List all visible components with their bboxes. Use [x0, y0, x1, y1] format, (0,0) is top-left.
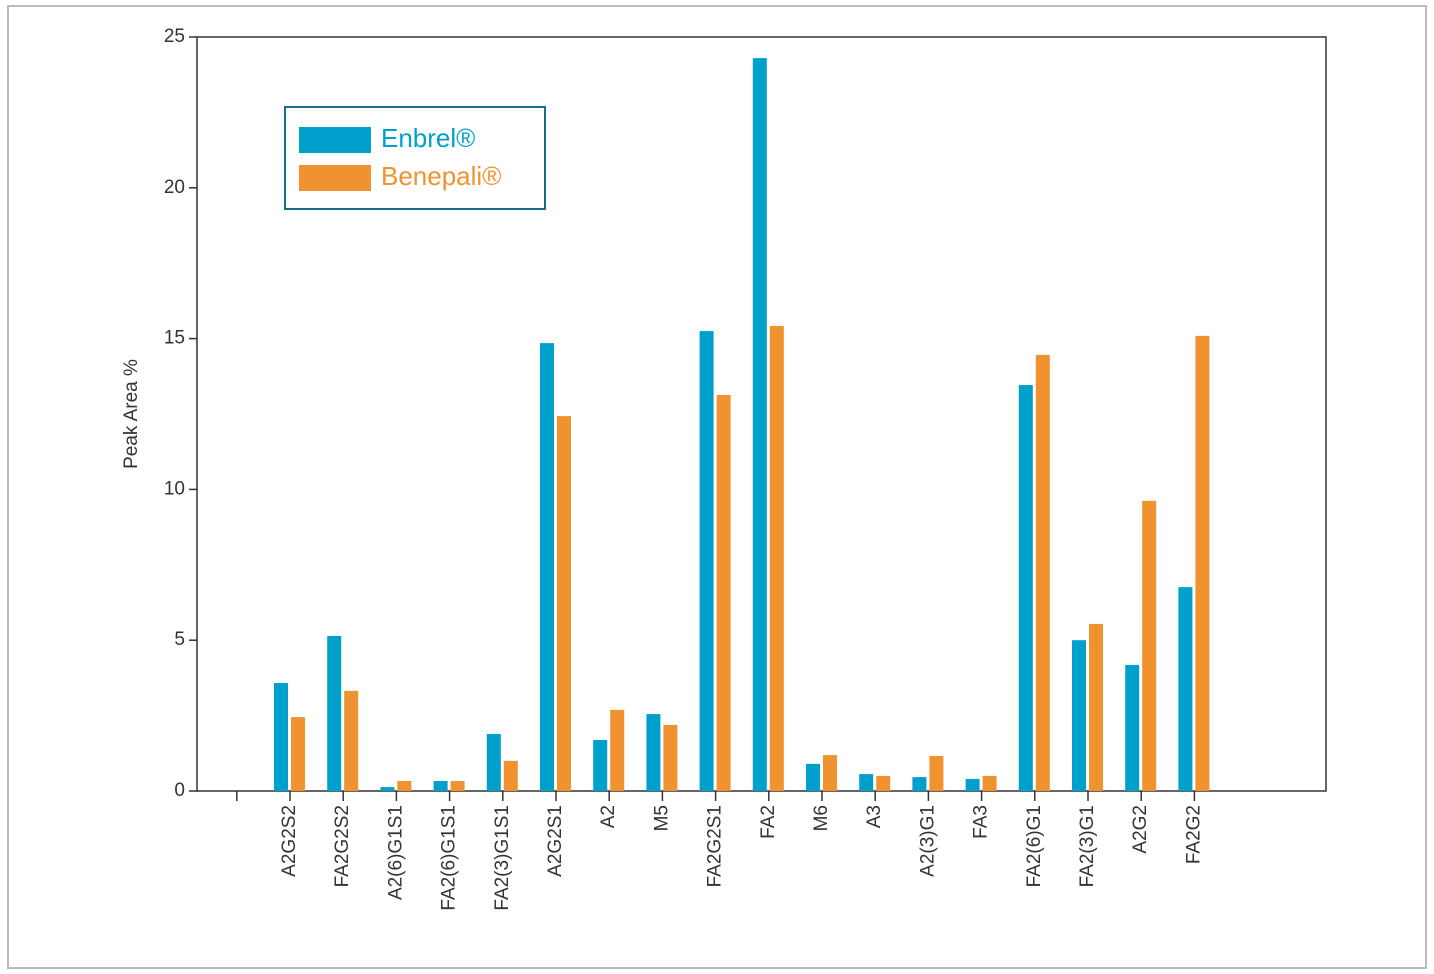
bar	[397, 781, 412, 791]
bar	[540, 343, 554, 791]
bar	[1018, 385, 1033, 791]
bar	[291, 717, 305, 791]
x-tick-label: FA2G2S2	[332, 805, 353, 887]
bar	[982, 775, 997, 791]
bar	[1142, 500, 1157, 791]
x-tick-label: A2G2	[1130, 805, 1151, 854]
x-tick-label: A2(6)G1S1	[385, 805, 406, 900]
y-tick-label: 25	[164, 26, 185, 47]
bar	[557, 416, 571, 791]
x-tick-label: FA2	[758, 805, 779, 839]
bar	[610, 709, 625, 791]
bar	[646, 714, 661, 791]
bar	[486, 733, 501, 791]
legend-label: Enbrel®	[381, 123, 475, 153]
bar	[1089, 623, 1103, 791]
bar	[1195, 335, 1210, 791]
x-tick-label: A2	[598, 805, 619, 828]
bar	[769, 325, 784, 791]
bar	[1125, 664, 1140, 791]
bar	[929, 756, 944, 791]
bar	[1072, 640, 1086, 791]
y-tick-label: 15	[164, 328, 185, 349]
bar	[503, 760, 518, 791]
bar	[327, 635, 342, 791]
bar	[876, 775, 891, 791]
bar	[752, 58, 767, 791]
bar	[433, 781, 448, 791]
bar	[1178, 587, 1193, 791]
bar	[274, 683, 288, 791]
bar	[716, 394, 731, 791]
plot-frame	[196, 36, 1327, 792]
y-axis-label: Peak Area %	[121, 359, 142, 469]
x-tick-label: A3	[864, 805, 885, 828]
x-tick-label: A2(3)G1	[917, 805, 938, 877]
x-tick-label: FA2(6)G1	[1024, 805, 1045, 887]
bar	[699, 331, 714, 791]
y-tick-label: 0	[174, 780, 185, 801]
bar	[380, 787, 395, 791]
y-tick-label: 20	[164, 177, 185, 198]
bar	[1035, 354, 1050, 791]
x-tick-label: A2G2S1	[545, 805, 566, 877]
frame	[7, 5, 1427, 969]
bar	[450, 781, 465, 791]
x-tick-label: FA2G2S1	[705, 805, 726, 887]
x-tick-label: FA3	[971, 805, 992, 839]
bar	[663, 724, 678, 791]
x-tick-label: A2G2S2	[279, 805, 300, 877]
bar	[593, 740, 608, 791]
legend-box	[284, 106, 546, 210]
bar	[344, 690, 359, 791]
y-tick-label: 5	[174, 629, 185, 650]
bar	[859, 774, 874, 791]
x-tick-label: FA2G2	[1183, 805, 1204, 864]
bar	[912, 777, 927, 791]
legend-swatch	[299, 127, 371, 153]
x-tick-label: M5	[651, 805, 672, 831]
x-tick-label: FA2(3)G1S1	[492, 805, 513, 911]
x-tick-label: FA2(6)G1S1	[439, 805, 460, 911]
x-tick-label: M6	[811, 805, 832, 831]
bar	[965, 778, 980, 791]
legend-swatch	[299, 165, 371, 191]
legend-label: Benepali®	[381, 161, 501, 191]
bar	[806, 763, 820, 791]
bar	[823, 755, 837, 791]
y-tick-label: 10	[164, 478, 185, 499]
x-tick-label: FA2(3)G1	[1077, 805, 1098, 887]
